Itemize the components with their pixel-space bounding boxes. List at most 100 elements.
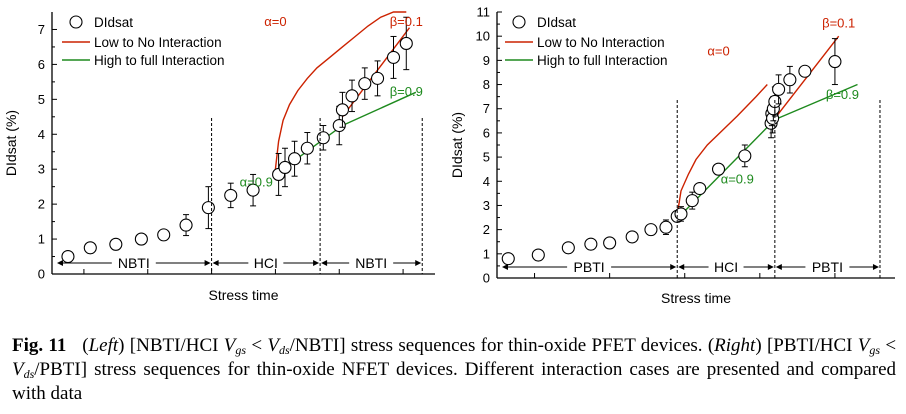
caption-subscript: ds xyxy=(278,343,290,357)
y-tick-label: 6 xyxy=(38,57,45,72)
data-point xyxy=(828,55,842,69)
data-point xyxy=(783,73,797,87)
x-axis-label: Stress time xyxy=(661,290,731,306)
caption-symbol: V xyxy=(223,335,236,356)
arrow-head xyxy=(670,264,677,270)
model-line xyxy=(774,83,858,121)
y-tick-label: 7 xyxy=(38,22,45,37)
y-tick-label: 5 xyxy=(483,150,490,165)
caption-text: < xyxy=(246,335,268,356)
data-point xyxy=(674,207,688,221)
y-tick-label: 0 xyxy=(483,271,490,286)
caption-text: < xyxy=(880,335,897,356)
model-line xyxy=(676,84,768,216)
caption-subscript: ds xyxy=(23,367,35,381)
data-point xyxy=(399,36,413,50)
arrow-head xyxy=(321,260,328,266)
interaction-annotation: β=0.1 xyxy=(822,16,855,31)
data-point xyxy=(246,183,260,197)
arrow-head xyxy=(415,260,422,266)
legend-label: High to full Interaction xyxy=(94,53,225,68)
caption-symbol: V xyxy=(857,335,870,356)
caption-left-tag: Left xyxy=(88,335,119,356)
data-point xyxy=(278,160,292,175)
figure-label: Fig. 11 xyxy=(12,335,67,356)
y-tick-label: 1 xyxy=(38,232,45,247)
data-point xyxy=(358,77,372,91)
arrow-head xyxy=(775,264,782,270)
y-tick-label: 3 xyxy=(38,162,45,177)
phase-label: PBTI xyxy=(574,259,605,275)
y-tick-label: 7 xyxy=(483,101,490,116)
phase-label: NBTI xyxy=(355,255,387,271)
arrow-head xyxy=(502,264,508,270)
data-point xyxy=(738,149,752,163)
data-point xyxy=(335,103,349,117)
interaction-annotation: α=0 xyxy=(707,44,729,59)
legend-label: Low to No Interaction xyxy=(94,35,222,50)
data-point xyxy=(300,141,314,155)
arrow-head xyxy=(767,264,774,270)
legend-label: DIdsat xyxy=(537,15,576,30)
data-point xyxy=(370,71,385,85)
data-point xyxy=(316,131,330,145)
legend-marker xyxy=(69,15,83,29)
data-point xyxy=(603,236,617,250)
y-tick-label: 5 xyxy=(38,92,45,107)
caption-right-tag: Right xyxy=(714,335,756,356)
interaction-annotation: α=0.9 xyxy=(240,175,273,190)
interaction-annotation: β=0.9 xyxy=(390,84,423,99)
y-tick-label: 4 xyxy=(483,174,490,189)
y-tick-label: 9 xyxy=(483,53,490,68)
legend-label: High to full Interaction xyxy=(537,53,668,68)
data-point xyxy=(332,118,346,133)
data-point xyxy=(61,249,75,264)
interaction-annotation: β=0.9 xyxy=(826,87,859,102)
legend-marker xyxy=(512,15,526,29)
chart-right-pbti-hci: 0 1 2 3 4 5 6 7 8 9 10 11 DIdsat (%) Stress time PBTI H… xyxy=(449,5,895,306)
data-point xyxy=(644,223,658,237)
phase-label: HCI xyxy=(254,255,278,271)
data-point xyxy=(179,218,193,232)
data-point xyxy=(711,162,726,176)
y-tick-label: 2 xyxy=(38,197,45,212)
data-point xyxy=(625,230,639,244)
figure-caption: Fig. 11 (Left) [NBTI/HCI Vgs < Vds/NBTI]… xyxy=(12,335,897,404)
caption-text: /NBTI] stress sequences for thin-oxide P… xyxy=(289,335,715,356)
data-point xyxy=(386,50,401,64)
y-tick-label: 11 xyxy=(477,5,491,20)
data-point xyxy=(157,228,171,242)
caption-subscript: gs xyxy=(235,343,247,357)
caption-subscript: gs xyxy=(869,343,881,357)
interaction-annotation: α=0 xyxy=(264,14,286,29)
caption-text: /PBTI] stress sequences for thin-oxide N… xyxy=(12,359,896,404)
data-point xyxy=(798,64,812,78)
y-tick-label: 10 xyxy=(476,29,490,44)
data-point xyxy=(134,232,148,246)
data-point xyxy=(772,82,786,96)
data-point xyxy=(584,237,598,251)
data-point xyxy=(345,89,359,103)
y-tick-label: 8 xyxy=(483,77,490,92)
phase-label: NBTI xyxy=(118,255,150,271)
charts-area: 0 1 2 3 4 5 6 7 DIdsat (%) Stress time NBTI HCI NBTI… xyxy=(3,5,895,306)
y-tick-label: 0 xyxy=(38,267,45,282)
arrow-head xyxy=(57,260,63,266)
model-line xyxy=(342,91,417,127)
y-tick-label: 2 xyxy=(483,222,490,237)
arrow-head xyxy=(212,260,219,266)
data-point xyxy=(501,252,515,266)
caption-text: [NBTI/HCI xyxy=(129,335,224,356)
data-point xyxy=(685,194,699,208)
data-point xyxy=(531,248,545,262)
data-point xyxy=(201,201,215,215)
data-point xyxy=(288,152,302,166)
data-point xyxy=(693,181,707,196)
data-point xyxy=(561,241,575,255)
arrow-head xyxy=(313,260,320,266)
x-axis-label: Stress time xyxy=(208,287,278,303)
model-line xyxy=(274,11,407,170)
phase-label: HCI xyxy=(714,259,738,275)
legend-label: DIdsat xyxy=(94,15,133,30)
interaction-annotation: β=0.1 xyxy=(390,14,423,29)
